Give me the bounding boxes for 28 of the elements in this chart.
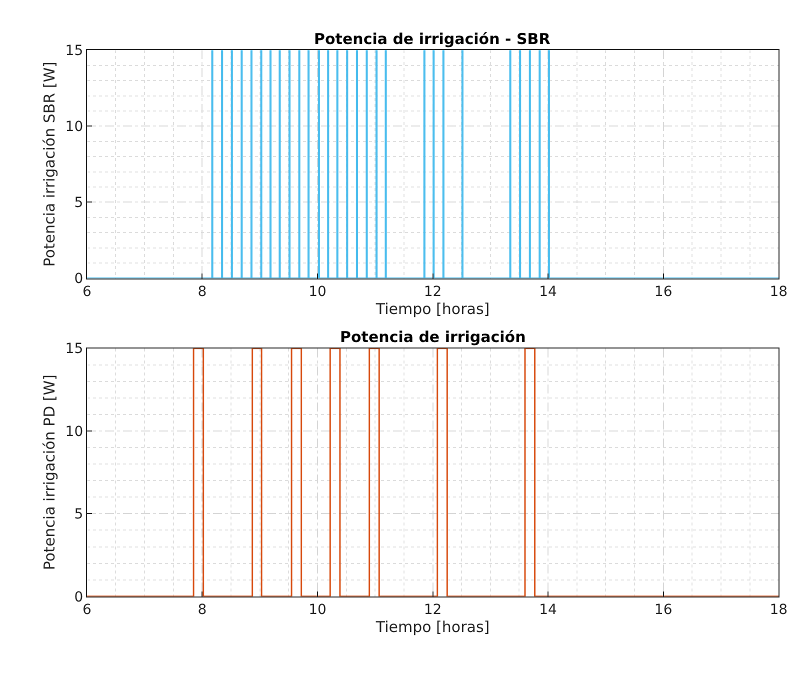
x-tick-label: 16 <box>654 602 672 618</box>
y-tick-label: 0 <box>74 589 84 606</box>
x-tick-label: 12 <box>424 284 442 300</box>
chart-title: Potencia de irrigación - SBR <box>314 30 551 48</box>
x-tick-label: 12 <box>424 602 442 618</box>
x-tick-label: 14 <box>539 602 558 618</box>
x-tick-label: 10 <box>308 284 326 300</box>
x-tick-label: 10 <box>308 602 326 618</box>
x-axis-title: Tiempo [horas] <box>374 300 490 318</box>
x-tick-label: 18 <box>770 284 788 300</box>
x-tick-label: 6 <box>82 602 92 618</box>
x-tick-label: 8 <box>198 284 207 300</box>
y-tick-label: 15 <box>65 43 84 60</box>
y-tick-label: 5 <box>74 195 84 212</box>
x-axis-title: Tiempo [horas] <box>374 618 490 636</box>
x-tick-label: 14 <box>539 284 558 300</box>
y-tick-label: 10 <box>65 424 84 440</box>
y-tick-label: 10 <box>65 119 84 136</box>
x-tick-label: 8 <box>198 602 207 618</box>
y-tick-label: 0 <box>74 271 84 288</box>
y-tick-label: 15 <box>65 341 84 358</box>
y-tick-label: 5 <box>74 506 84 523</box>
x-tick-label: 6 <box>82 284 92 300</box>
x-tick-label: 18 <box>770 602 788 618</box>
y-axis-title: Potencia irrigación PD [W] <box>40 374 59 570</box>
chart-title: Potencia de irrigación <box>340 328 526 346</box>
y-axis-title: Potencia irrigación SBR [W] <box>40 62 59 267</box>
x-tick-label: 16 <box>654 284 672 300</box>
